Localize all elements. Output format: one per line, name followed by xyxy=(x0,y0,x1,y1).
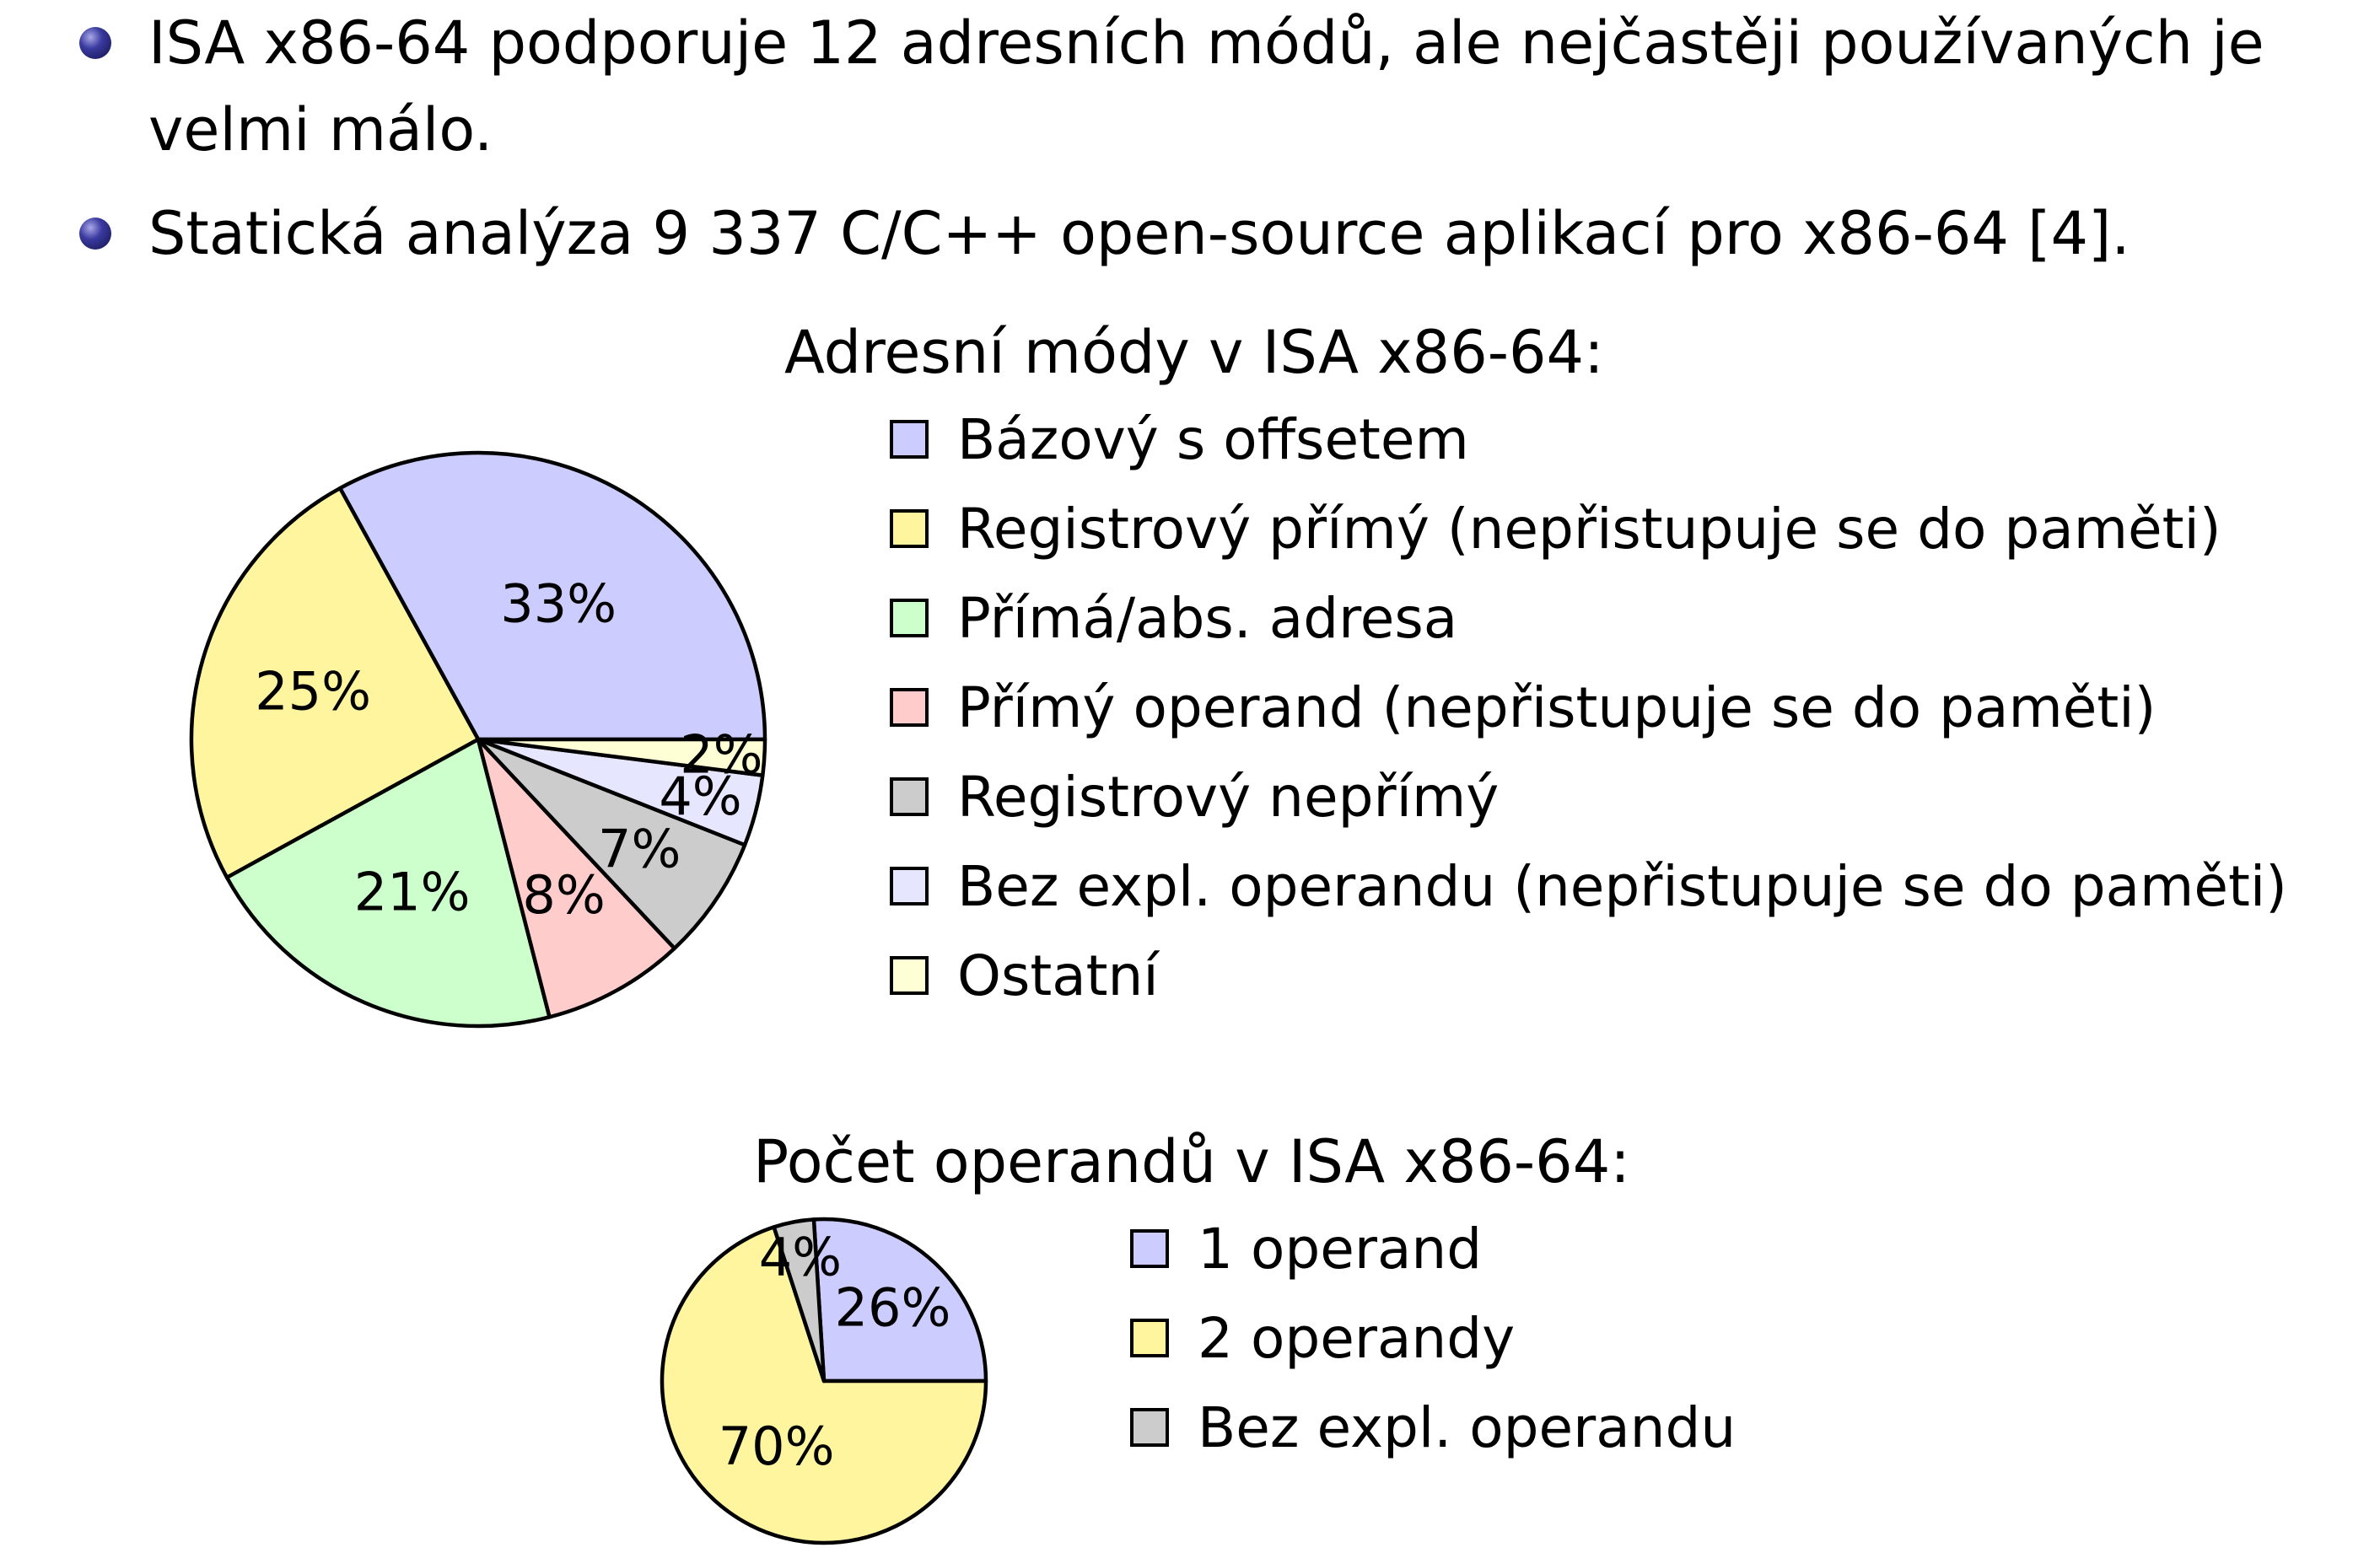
pie-slice-bez-expl-operandu xyxy=(772,1217,827,1384)
pie-label-primy-operand-nepristupuje-se-do-pameti: 8% xyxy=(522,864,605,926)
pie-label-bazovy-s-offsetem: 33% xyxy=(500,573,617,635)
legend-label: Bez expl. operandu (nepřistupuje se do p… xyxy=(957,853,2287,919)
pie-label-registrovy-primy-nepristupuje-se-do-pameti: 25% xyxy=(255,661,371,723)
legend-addressing-modes: Bázový s offsetem Registrový přímý (nepři… xyxy=(890,395,2287,1020)
legend-swatch xyxy=(1130,1319,1169,1357)
pie-slice-2-operandy xyxy=(660,1225,988,1545)
legend-item-1-operand: 1 operand xyxy=(1130,1204,1736,1293)
legend-label: Bázový s offsetem xyxy=(957,406,1469,472)
legend-swatch xyxy=(1130,1229,1169,1268)
legend-swatch xyxy=(1130,1408,1169,1447)
legend-label: 2 operandy xyxy=(1198,1305,1516,1371)
legend-item-bez-expl-operandu: Bez expl. operandu xyxy=(1130,1383,1736,1472)
pie-slice-ostatni xyxy=(476,737,767,777)
legend-item-2-operandy: 2 operandy xyxy=(1130,1293,1736,1383)
legend-operand-count: 1 operand 2 operandy Bez expl. operandu xyxy=(1130,1204,1736,1472)
legend-swatch xyxy=(890,867,929,905)
legend-item-prima-abs-adresa: Přímá/abs. adresa xyxy=(890,573,2287,663)
legend-label: 1 operand xyxy=(1198,1216,1483,1282)
legend-item-primy-operand-nepristupuje-se-do-pameti: Přímý operand (nepřistupuje se do paměti… xyxy=(890,663,2287,752)
legend-swatch xyxy=(890,688,929,727)
pie-label-1-operand: 26% xyxy=(835,1277,951,1339)
pie-label-ostatni: 2% xyxy=(680,724,762,786)
chart-title-addressing-modes: Adresní módy v ISA x86-64: xyxy=(784,318,1604,387)
legend-label: Registrový přímý (nepřistupuje se do pam… xyxy=(957,496,2221,562)
bullet-text: ISA x86-64 podporuje 12 adresních módů, … xyxy=(148,8,2264,164)
legend-item-bez-expl-operandu-nepristupuje-se-do-pameti: Bez expl. operandu (nepřistupuje se do p… xyxy=(890,841,2287,931)
pie-label-prima-abs-adresa: 21% xyxy=(354,862,471,923)
bullet-dot-icon xyxy=(79,218,111,250)
legend-label: Přímý operand (nepřistupuje se do paměti… xyxy=(957,674,2157,740)
legend-item-registrovy-neprimy: Registrový nepřímý xyxy=(890,752,2287,841)
legend-swatch xyxy=(890,956,929,995)
pie-slice-prima-abs-adresa xyxy=(224,737,552,1029)
bullet-list: ISA x86-64 podporuje 12 adresních módů, … xyxy=(67,0,2345,277)
legend-swatch xyxy=(890,599,929,637)
pie-slice-registrovy-primy-nepristupuje-se-do-pameti xyxy=(189,486,481,880)
legend-item-bazovy-s-offsetem: Bázový s offsetem xyxy=(890,395,2287,484)
pie-slice-1-operand xyxy=(811,1217,988,1384)
legend-item-ostatni: Ostatní xyxy=(890,931,2287,1020)
chart-title-operand-count: Počet operandů v ISA x86-64: xyxy=(753,1127,1630,1196)
legend-swatch xyxy=(890,509,929,548)
bullet-item: ISA x86-64 podporuje 12 adresních módů, … xyxy=(67,0,2345,174)
pie-slice-registrovy-neprimy xyxy=(476,737,747,951)
legend-label: Ostatní xyxy=(957,943,1159,1008)
legend-swatch xyxy=(890,777,929,816)
pie-label-2-operandy: 70% xyxy=(719,1416,835,1477)
pie-slice-primy-operand-nepristupuje-se-do-pameti xyxy=(476,737,676,1019)
legend-item-registrovy-primy-nepristupuje-se-do-pameti: Registrový přímý (nepřistupuje se do pam… xyxy=(890,484,2287,573)
pie-slice-bazovy-s-offsetem xyxy=(337,450,767,742)
legend-label: Bez expl. operandu xyxy=(1198,1394,1737,1460)
pie-label-bez-expl-operandu: 4% xyxy=(759,1226,842,1287)
bullet-text: Statická analýza 9 337 C/C++ open-source… xyxy=(148,199,2130,268)
legend-swatch xyxy=(890,420,929,459)
bullet-dot-icon xyxy=(79,27,111,59)
legend-label: Registrový nepřímý xyxy=(957,764,1500,830)
bullet-item: Statická analýza 9 337 C/C++ open-source… xyxy=(67,191,2345,277)
pie-label-bez-expl-operandu-nepristupuje-se-do-pameti: 4% xyxy=(659,766,741,827)
legend-label: Přímá/abs. adresa xyxy=(957,585,1458,651)
pie-label-registrovy-neprimy: 7% xyxy=(598,819,681,880)
